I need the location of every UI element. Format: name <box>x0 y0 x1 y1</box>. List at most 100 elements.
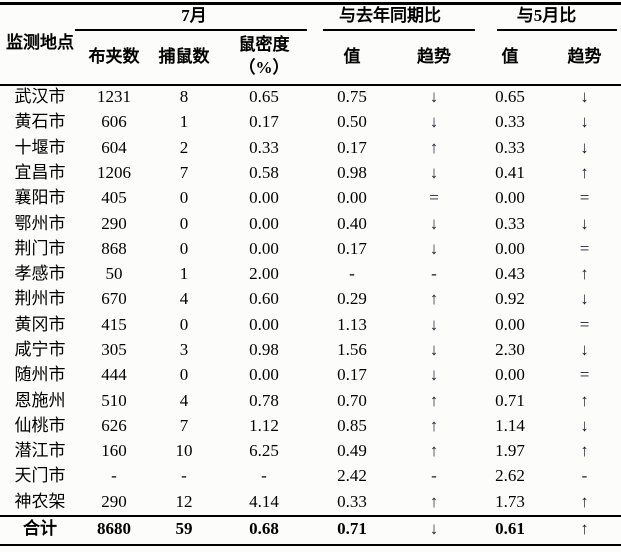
group-underline-vs-may <box>497 29 617 31</box>
cell-may-trend-icon: ↓ <box>580 87 589 107</box>
cell-may-value: 0.33 <box>495 112 525 132</box>
cell-caught: 8 <box>179 87 189 107</box>
cell-total-yoy-value: 0.71 <box>337 518 367 538</box>
cell-yoy-value: 0.33 <box>337 491 367 511</box>
cell-density: 0.00 <box>249 314 279 334</box>
cell-caught: 0 <box>179 365 189 385</box>
cell-traps: 606 <box>101 112 127 132</box>
table-row: 恩施州 510 4 0.78 0.70 ↑ 0.71 ↑ <box>0 388 621 413</box>
cell-may-value: 1.14 <box>495 415 525 435</box>
header-sub-row: 布夹数 捕鼠数 鼠密度 （%） 值 趋势 值 趋势 <box>0 29 621 84</box>
table-row: 宜昌市 1206 7 0.58 0.98 ↓ 0.41 ↑ <box>0 160 621 185</box>
cell-may-value: 0.41 <box>495 162 525 182</box>
table-row: 黄石市 606 1 0.17 0.50 ↓ 0.33 ↓ <box>0 109 621 134</box>
cell-density: 0.33 <box>249 137 279 157</box>
header-group-july: 7月 <box>181 5 207 25</box>
cell-may-trend-icon: ↑ <box>580 441 589 461</box>
cell-yoy-value: 0.17 <box>337 238 367 258</box>
cell-yoy-trend-icon: - <box>431 466 437 486</box>
cell-location: 孝感市 <box>14 264 66 284</box>
cell-density: - <box>261 466 267 486</box>
cell-traps: 160 <box>101 441 127 461</box>
cell-yoy-value: 0.17 <box>337 137 367 157</box>
cell-traps: 415 <box>101 314 127 334</box>
cell-yoy-value: 0.98 <box>337 162 367 182</box>
header-group-yoy: 与去年同期比 <box>339 5 441 25</box>
cell-traps: - <box>111 466 117 486</box>
table-body: 武汉市 1231 8 0.65 0.75 ↓ 0.65 ↓ 黄石市 606 1 0.17 0.50 ↓ 0.… <box>0 84 621 514</box>
cell-density: 0.00 <box>249 188 279 208</box>
top-rule <box>0 2 621 5</box>
cell-may-trend-icon: ↑ <box>580 264 589 284</box>
cell-density: 0.65 <box>249 87 279 107</box>
cell-may-value: 0.92 <box>495 289 525 309</box>
cell-traps: 290 <box>101 491 127 511</box>
cell-density: 0.58 <box>249 162 279 182</box>
header-density-line1: 鼠密度 <box>238 35 290 55</box>
header-density: 鼠密度 （%） <box>220 29 308 84</box>
cell-traps: 305 <box>101 339 127 359</box>
cell-may-value: 0.00 <box>495 365 525 385</box>
cell-yoy-trend-icon: = <box>429 188 439 208</box>
cell-yoy-trend-icon: ↓ <box>429 314 439 334</box>
cell-caught: 3 <box>179 339 189 359</box>
cell-yoy-trend-icon: ↑ <box>429 137 439 157</box>
cell-may-trend-icon: = <box>579 188 590 208</box>
cell-location: 仙桃市 <box>14 415 66 435</box>
cell-yoy-trend-icon: ↑ <box>429 390 439 410</box>
cell-traps: 1231 <box>97 87 131 107</box>
header-may-value: 值 <box>501 46 519 66</box>
cell-yoy-value: 1.56 <box>337 339 367 359</box>
cell-traps: 670 <box>101 289 127 309</box>
total-separator-rule <box>0 515 621 517</box>
cell-location: 十堰市 <box>14 137 66 157</box>
table-row: 天门市 - - - 2.42 - 2.62 - <box>0 463 621 488</box>
table-row: 鄂州市 290 0 0.00 0.40 ↓ 0.33 ↓ <box>0 210 621 235</box>
cell-caught: 4 <box>179 390 189 410</box>
cell-may-trend-icon: ↑ <box>580 162 589 182</box>
header-group-vs-may: 与5月比 <box>516 5 577 25</box>
header-yoy-value: 值 <box>343 46 361 66</box>
total-row: 合计 8680 59 0.68 0.71 ↓ 0.61 ↑ <box>0 514 621 543</box>
cell-location: 武汉市 <box>14 87 66 107</box>
cell-location: 宜昌市 <box>14 162 66 182</box>
cell-traps: 626 <box>101 415 127 435</box>
cell-yoy-trend-icon: ↓ <box>429 213 439 233</box>
cell-may-trend-icon: - <box>581 466 588 486</box>
cell-yoy-trend-icon: ↓ <box>429 87 439 107</box>
cell-may-value: 0.65 <box>495 87 525 107</box>
cell-may-trend-icon: ↑ <box>580 390 589 410</box>
header-traps: 布夹数 <box>88 46 140 66</box>
cell-density: 0.00 <box>249 238 279 258</box>
cell-yoy-value: 0.17 <box>337 365 367 385</box>
table-footer: 合计 8680 59 0.68 0.71 ↓ 0.61 ↑ <box>0 514 621 543</box>
cell-caught: 7 <box>179 162 189 182</box>
cell-yoy-trend-icon: ↓ <box>429 162 439 182</box>
cell-caught: - <box>181 466 187 486</box>
cell-yoy-trend-icon: ↓ <box>429 339 439 359</box>
table-row: 荆州市 670 4 0.60 0.29 ↑ 0.92 ↓ <box>0 286 621 311</box>
table-row: 十堰市 604 2 0.33 0.17 ↑ 0.33 ↓ <box>0 135 621 160</box>
cell-may-trend-icon: ↓ <box>580 339 589 359</box>
cell-caught: 0 <box>179 188 189 208</box>
table-row: 随州市 444 0 0.00 0.17 ↓ 0.00 = <box>0 362 621 387</box>
cell-traps: 290 <box>101 213 127 233</box>
table-row: 黄冈市 415 0 0.00 1.13 ↓ 0.00 = <box>0 312 621 337</box>
cell-yoy-value: - <box>349 264 355 284</box>
cell-yoy-value: 0.85 <box>337 415 367 435</box>
cell-total-caught: 59 <box>175 518 193 538</box>
group-underline-july <box>75 29 307 31</box>
cell-may-trend-icon: ↑ <box>580 491 589 511</box>
cell-may-trend-icon: ↓ <box>580 213 589 233</box>
group-underline-yoy <box>323 29 475 31</box>
cell-yoy-trend-icon: ↑ <box>429 441 439 461</box>
cell-caught: 10 <box>175 441 193 461</box>
cell-yoy-value: 1.13 <box>337 314 367 334</box>
cell-location: 恩施州 <box>14 390 66 410</box>
cell-yoy-value: 0.50 <box>337 112 367 132</box>
cell-may-value: 0.00 <box>495 188 525 208</box>
cell-total-density: 0.68 <box>249 518 279 538</box>
table-row: 神农架 290 12 4.14 0.33 ↑ 1.73 ↑ <box>0 489 621 514</box>
